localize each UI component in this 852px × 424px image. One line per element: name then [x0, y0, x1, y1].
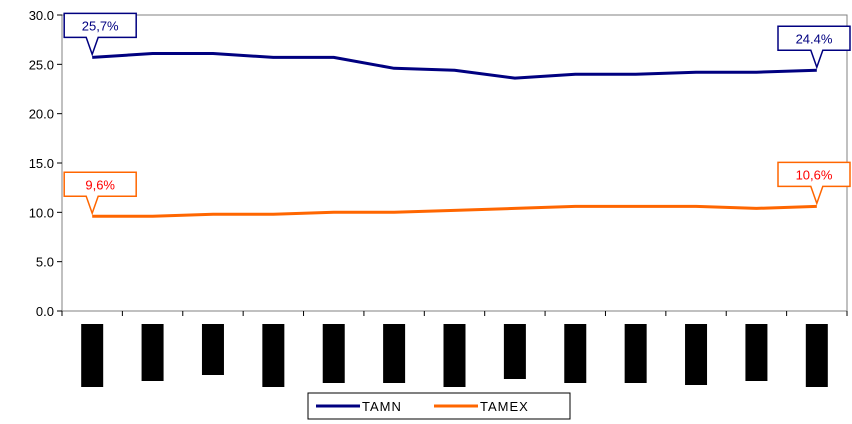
x-axis	[61, 311, 848, 387]
x-category-label	[262, 324, 285, 387]
callout-box	[63, 171, 137, 216]
legend-label-tamex: TAMEX	[480, 399, 529, 414]
series-line-tamex	[92, 204, 817, 218]
x-category-label	[81, 324, 104, 387]
x-category-label	[745, 324, 768, 381]
x-category-label	[805, 324, 828, 387]
x-category-label	[141, 324, 164, 381]
legend-label-tamn: TAMN	[362, 399, 402, 414]
y-tick-label: 15.0	[29, 156, 54, 171]
callout-box	[777, 161, 851, 206]
y-tick-label: 10.0	[29, 205, 54, 220]
plot-area	[61, 14, 848, 312]
series-layer	[92, 52, 817, 218]
x-category-label	[201, 324, 224, 375]
callout-box	[777, 25, 851, 70]
data-label: 25,7%	[82, 18, 119, 33]
y-axis: 0.0 5.0 10.0 15.0 20.0 25.0 30.0	[29, 8, 62, 319]
x-category-label	[383, 324, 406, 383]
series-line-tamn	[92, 52, 817, 80]
data-label: 9,6%	[85, 177, 115, 192]
y-tick-label: 5.0	[36, 255, 54, 270]
x-category-label	[503, 324, 526, 379]
data-label: 10,6%	[796, 167, 833, 182]
legend: TAMN TAMEX	[307, 392, 571, 420]
x-category-label	[564, 324, 587, 383]
x-category-label	[322, 324, 345, 383]
data-label: 24.4%	[796, 31, 833, 46]
callout-layer: 25,7% 24.4% 9,6% 10,6%	[63, 12, 851, 216]
y-tick-label: 0.0	[36, 304, 54, 319]
x-category-label	[685, 324, 708, 385]
y-tick-label: 25.0	[29, 57, 54, 72]
callout-box	[63, 12, 137, 57]
x-category-label	[624, 324, 647, 383]
y-tick-label: 30.0	[29, 8, 54, 23]
x-category-label	[443, 324, 466, 387]
y-tick-label: 20.0	[29, 107, 54, 122]
